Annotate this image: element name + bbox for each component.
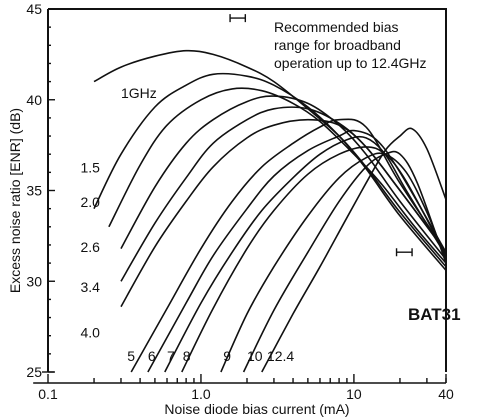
series-label: 6 [148, 348, 156, 364]
series-line [181, 146, 447, 373]
series-line [261, 127, 447, 373]
series-label: 5 [127, 348, 135, 364]
x-axis-label: Noise diode bias current (mA) [164, 401, 349, 417]
annotation-text: operation up to 12.4GHz [274, 55, 427, 71]
series-line [120, 118, 447, 308]
series-label: 2.6 [80, 239, 100, 255]
series-line [130, 118, 447, 373]
series-line [120, 106, 447, 282]
series-line [120, 95, 447, 260]
series-line [147, 129, 447, 373]
x-tick-label: 0.1 [38, 386, 58, 402]
annotation-text: Recommended bias [274, 19, 399, 35]
series-line [108, 87, 447, 264]
range-marker [229, 14, 247, 23]
y-axis-label: Excess noise ratio [ENR] (dB) [7, 108, 23, 293]
y-tick-label: 45 [26, 1, 42, 17]
y-tick-label: 30 [26, 273, 42, 289]
device-label: BAT31 [408, 305, 461, 324]
annotation-text: range for broadband [274, 37, 401, 53]
series-label: 8 [183, 348, 191, 364]
y-tick-label: 35 [26, 183, 42, 199]
series-label: 1.5 [80, 159, 100, 175]
series-line [220, 152, 447, 373]
series-label: 2.0 [80, 194, 100, 210]
series-label: 1GHz [121, 85, 157, 101]
x-tick-label: 40 [438, 386, 454, 402]
series-label: 4.0 [80, 325, 100, 341]
x-tick-label: 1.0 [191, 386, 211, 402]
range-marker [395, 248, 413, 257]
series-label: 7 [167, 348, 175, 364]
series-line [164, 135, 447, 373]
series-line [242, 150, 447, 373]
x-tick-label: 10 [346, 386, 362, 402]
series-label: 9 [223, 348, 231, 364]
series-line [93, 72, 447, 271]
y-tick-label: 25 [26, 364, 42, 380]
series-label: 10 [247, 348, 263, 364]
series-label: 12.4 [267, 348, 294, 364]
y-tick-label: 40 [26, 92, 42, 108]
series-label: 3.4 [80, 279, 100, 295]
